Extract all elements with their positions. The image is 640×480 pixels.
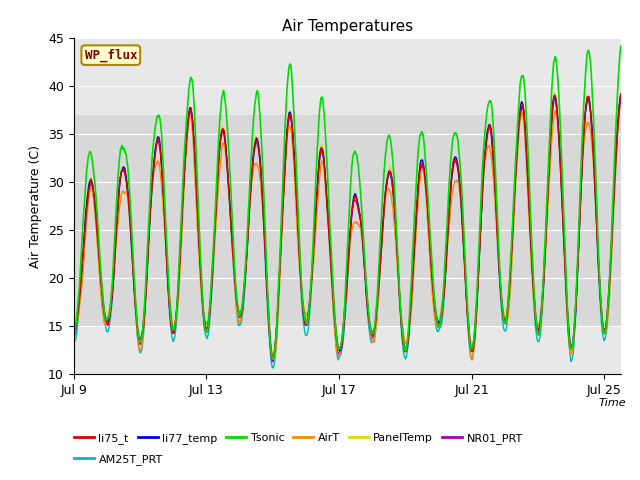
Tsonic	[617, 43, 625, 49]
AirT	[447, 204, 454, 210]
Y-axis label: Air Temperature (C): Air Temperature (C)	[29, 145, 42, 268]
AirT	[349, 221, 357, 227]
AM25T_PRT	[551, 96, 559, 102]
Tsonic	[70, 335, 77, 340]
li75_t	[80, 241, 88, 247]
Line: NR01_PRT: NR01_PRT	[74, 98, 621, 362]
li75_t	[447, 181, 455, 187]
Line: AM25T_PRT: AM25T_PRT	[74, 99, 621, 368]
NR01_PRT	[317, 148, 325, 154]
li77_temp	[617, 92, 625, 98]
PanelTemp	[617, 92, 625, 98]
AirT	[80, 257, 88, 263]
PanelTemp	[70, 328, 77, 334]
li77_temp	[80, 237, 88, 243]
PanelTemp	[550, 90, 558, 96]
Line: li77_temp: li77_temp	[74, 95, 621, 358]
Tsonic	[350, 150, 358, 156]
Tsonic	[80, 209, 88, 215]
li75_t	[269, 357, 277, 362]
AirT	[582, 127, 589, 132]
Tsonic	[317, 95, 325, 100]
li75_t	[350, 196, 358, 202]
NR01_PRT	[447, 182, 455, 188]
AM25T_PRT	[317, 150, 325, 156]
PanelTemp	[317, 142, 325, 148]
AM25T_PRT	[350, 195, 358, 201]
Tsonic	[269, 357, 277, 362]
AirT	[70, 326, 77, 332]
NR01_PRT	[80, 242, 88, 248]
AM25T_PRT	[80, 242, 88, 248]
AirT	[468, 357, 476, 363]
Line: li75_t: li75_t	[74, 94, 621, 360]
Tsonic	[582, 66, 589, 72]
Tsonic	[168, 319, 175, 325]
NR01_PRT	[582, 104, 590, 109]
AirT	[617, 103, 625, 108]
li75_t	[70, 332, 77, 338]
NR01_PRT	[617, 97, 625, 103]
PanelTemp	[350, 195, 358, 201]
li77_temp	[447, 180, 455, 186]
PanelTemp	[80, 237, 88, 243]
Line: AirT: AirT	[74, 106, 621, 360]
li77_temp	[70, 332, 77, 337]
PanelTemp	[168, 321, 175, 327]
NR01_PRT	[350, 198, 358, 204]
Tsonic	[447, 154, 455, 159]
Line: Tsonic: Tsonic	[74, 46, 621, 360]
AM25T_PRT	[70, 340, 77, 346]
Line: PanelTemp: PanelTemp	[74, 93, 621, 357]
NR01_PRT	[269, 359, 276, 365]
AM25T_PRT	[582, 102, 590, 108]
li77_temp	[350, 193, 358, 199]
PanelTemp	[269, 354, 277, 360]
NR01_PRT	[168, 324, 175, 330]
li77_temp	[269, 355, 276, 361]
AM25T_PRT	[447, 184, 455, 190]
Bar	[74, 115, 621, 326]
Text: WP_flux: WP_flux	[84, 48, 137, 62]
AirT	[317, 162, 325, 168]
Title: Air Temperatures: Air Temperatures	[282, 20, 413, 35]
AirT	[168, 313, 175, 319]
AM25T_PRT	[168, 331, 175, 337]
li77_temp	[317, 145, 325, 151]
Text: Time: Time	[598, 398, 627, 408]
li75_t	[617, 91, 625, 96]
Legend: li75_t, li77_temp, Tsonic, AirT, PanelTemp, NR01_PRT: li75_t, li77_temp, Tsonic, AirT, PanelTe…	[70, 428, 527, 448]
NR01_PRT	[70, 333, 77, 338]
AM25T_PRT	[617, 97, 625, 103]
li77_temp	[168, 321, 175, 326]
PanelTemp	[447, 176, 455, 182]
PanelTemp	[582, 100, 590, 106]
NR01_PRT	[551, 95, 559, 101]
li75_t	[168, 324, 175, 330]
li75_t	[582, 104, 589, 109]
li75_t	[317, 146, 325, 152]
li77_temp	[582, 104, 589, 110]
Legend: AM25T_PRT: AM25T_PRT	[70, 450, 167, 469]
AM25T_PRT	[269, 365, 276, 371]
